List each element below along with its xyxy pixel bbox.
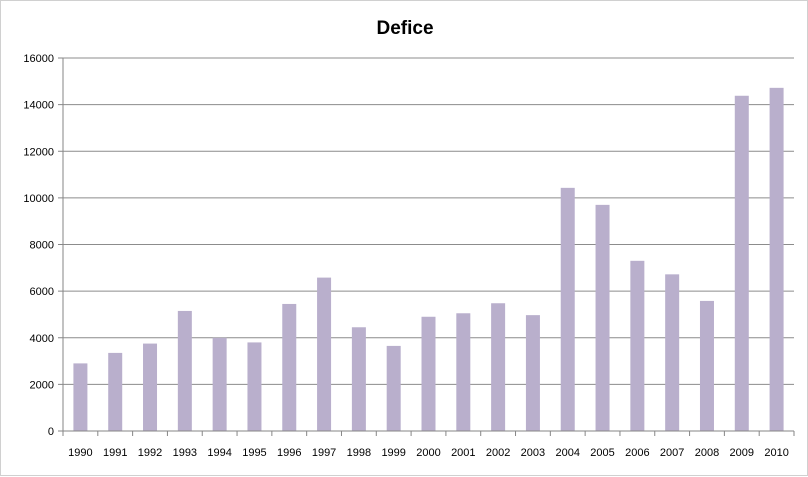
bar-1995: [247, 342, 262, 431]
y-tick-label: 16000: [23, 53, 54, 65]
x-tick-label: 2005: [590, 447, 614, 459]
bar-1998: [351, 327, 366, 431]
x-tick-label: 1993: [173, 447, 197, 459]
bar-2004: [560, 187, 575, 431]
y-tick-label: 0: [48, 426, 54, 438]
y-tick-label: 4000: [30, 333, 54, 345]
bar-2000: [421, 316, 436, 431]
x-tick-label: 2008: [695, 447, 719, 459]
bar-2008: [699, 300, 714, 431]
x-tick-label: 2003: [521, 447, 545, 459]
bar-2006: [630, 260, 645, 431]
bar-2009: [734, 95, 749, 432]
x-tick-label: 1996: [277, 447, 301, 459]
x-tick-labels: 1990 1991 1992 1993 1994 1995 1996 1997 1998 1999…: [68, 447, 789, 459]
x-tick-label: 2006: [625, 447, 649, 459]
bar-1990: [73, 363, 88, 431]
chart-title: Defice: [376, 18, 433, 39]
bar-2005: [595, 204, 610, 431]
bar-1992: [143, 343, 158, 431]
y-tick-label: 8000: [30, 240, 54, 252]
bar-2001: [456, 313, 471, 431]
axes: [62, 58, 795, 436]
bar-2002: [491, 303, 506, 431]
x-tick-label: 1995: [242, 447, 266, 459]
bar-2007: [665, 274, 680, 431]
x-tick-label: 2007: [660, 447, 684, 459]
x-tick-label: 2009: [730, 447, 754, 459]
bar-1999: [386, 345, 401, 431]
x-tick-label: 2001: [451, 447, 475, 459]
x-tick-label: 2000: [416, 447, 440, 459]
y-tick-label: 14000: [23, 100, 54, 112]
x-tick-label: 1999: [381, 447, 405, 459]
bar-1996: [282, 303, 297, 431]
x-tick-label: 1992: [138, 447, 162, 459]
x-tick-label: 1997: [312, 447, 336, 459]
bar-1991: [108, 352, 123, 431]
bar-1997: [317, 277, 332, 431]
x-tick-label: 2002: [486, 447, 510, 459]
y-tick-label: 10000: [23, 193, 54, 205]
x-tick-label: 2010: [764, 447, 788, 459]
bar-1993: [177, 310, 192, 431]
x-tick-label: 2004: [555, 447, 579, 459]
bar-1994: [212, 337, 227, 431]
bar-2010: [769, 87, 784, 431]
x-tick-label: 1998: [347, 447, 371, 459]
bar-2003: [525, 315, 540, 431]
y-tick-label: 6000: [30, 286, 54, 298]
x-tick-label: 1990: [68, 447, 92, 459]
x-tick-label: 1994: [207, 447, 231, 459]
x-tick-label: 1991: [103, 447, 127, 459]
y-tick-label: 12000: [23, 146, 54, 158]
y-tick-label: 2000: [30, 379, 54, 391]
y-tick-labels: 0 2000 4000 6000 8000 10000 12000 14000 16000: [23, 53, 54, 438]
bars: [73, 87, 784, 432]
